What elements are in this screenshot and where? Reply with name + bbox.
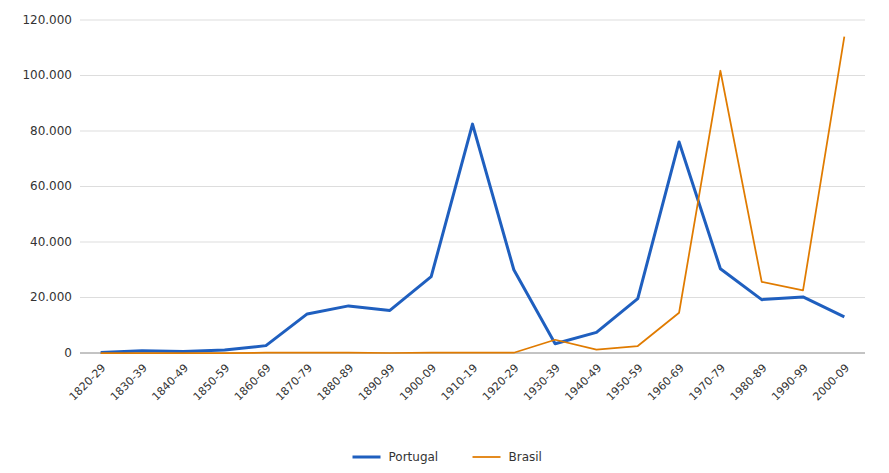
x-tick-label: 1910-19: [439, 362, 481, 404]
x-tick-label: 2000-09: [810, 362, 852, 404]
x-tick-label: 1980-89: [728, 362, 770, 404]
y-tick-label: 0: [64, 346, 72, 360]
y-tick-label: 20.000: [30, 290, 72, 304]
x-tick-label: 1880-89: [315, 362, 357, 404]
series-line: [101, 37, 845, 353]
chart: 0 20.000 40.000 60.000 80.000 100.000 120.000 1…: [0, 0, 889, 473]
y-tick-label: 40.000: [30, 235, 72, 249]
x-tick-label: 1950-59: [604, 362, 646, 404]
grid-line: [80, 20, 865, 21]
x-tick-label: 1860-69: [232, 362, 274, 404]
x-tick-label: 1930-39: [521, 362, 563, 404]
x-tick-label: 1900-09: [397, 362, 439, 404]
x-tick-label: 1990-99: [769, 362, 811, 404]
x-tick-label: 1920-29: [480, 362, 522, 404]
y-tick-label: 60.000: [30, 179, 72, 193]
legend-swatch: [353, 456, 381, 459]
legend-label: Portugal: [389, 450, 439, 464]
grid-line: [80, 186, 865, 187]
x-tick-label: 1830-39: [108, 362, 150, 404]
x-tick-label: 1970-79: [686, 362, 728, 404]
x-tick-label: 1820-29: [67, 362, 109, 404]
legend-swatch: [473, 456, 501, 458]
x-tick-label: 1850-59: [191, 362, 233, 404]
x-tick-label: 1870-79: [273, 362, 315, 404]
legend: Portugal Brasil: [353, 450, 542, 464]
legend-label: Brasil: [509, 450, 542, 464]
x-tick-label: 1840-49: [149, 362, 191, 404]
y-axis: 0 20.000 40.000 60.000 80.000 100.000 120.000: [22, 13, 72, 360]
grid-line: [80, 131, 865, 132]
plot-area: [101, 37, 845, 353]
x-tick-label: 1890-99: [356, 362, 398, 404]
x-tick-label: 1940-49: [563, 362, 605, 404]
grid-line: [80, 75, 865, 76]
x-axis: 1820-291830-391840-491850-591860-691870-…: [67, 362, 852, 404]
y-tick-label: 80.000: [30, 124, 72, 138]
x-tick-label: 1960-69: [645, 362, 687, 404]
grid: [80, 20, 865, 353]
grid-line: [80, 242, 865, 243]
series-line: [101, 124, 845, 353]
grid-line: [80, 297, 865, 298]
y-tick-label: 120.000: [22, 13, 72, 27]
y-tick-label: 100.000: [22, 68, 72, 82]
